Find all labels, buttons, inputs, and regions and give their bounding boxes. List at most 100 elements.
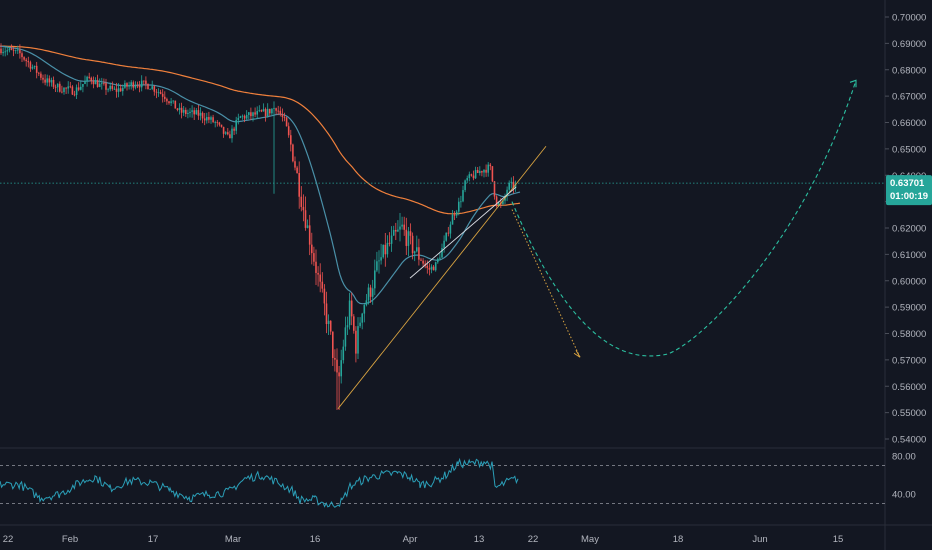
candle-body xyxy=(21,53,23,58)
candle-body xyxy=(489,164,492,167)
candle-body xyxy=(178,107,181,110)
candle-body xyxy=(476,170,479,173)
candle-body xyxy=(325,303,328,325)
candle-body xyxy=(308,225,311,245)
candle-body xyxy=(86,76,88,81)
candle-body xyxy=(119,88,122,92)
candle-body xyxy=(340,360,342,377)
candle-body xyxy=(153,86,156,92)
candle-body xyxy=(306,225,309,228)
candle-body xyxy=(256,111,258,115)
candle-body xyxy=(71,86,74,95)
candle-body xyxy=(260,110,263,112)
price-tick-label: 0.66000 xyxy=(892,118,926,129)
price-tick-label: 0.65000 xyxy=(892,144,926,155)
candle-body xyxy=(258,110,261,112)
price-tick-label: 0.60000 xyxy=(892,276,926,287)
candle-body xyxy=(327,320,330,325)
candle-body xyxy=(111,85,114,89)
candle-body xyxy=(12,49,15,51)
candle-body xyxy=(126,83,128,87)
candle-body xyxy=(42,77,44,80)
candle-body xyxy=(451,214,454,225)
candle-body xyxy=(300,196,303,207)
time-tick-label: 22 xyxy=(528,534,539,545)
price-tick-label: 0.54000 xyxy=(892,435,926,446)
slow-moving-average-line xyxy=(0,45,521,215)
candle-body xyxy=(250,112,252,117)
candle-body xyxy=(193,110,195,115)
candle-body xyxy=(216,121,219,123)
candle-body xyxy=(449,224,452,234)
candle-body xyxy=(342,346,345,361)
projection-curve-arrowhead xyxy=(849,79,857,88)
candle-body xyxy=(138,85,141,88)
candle-body xyxy=(497,202,500,206)
candle-body xyxy=(462,190,464,202)
candle-body xyxy=(54,86,57,88)
candle-countdown: 01:00:19 xyxy=(890,191,928,202)
candle-body xyxy=(313,253,315,262)
candle-body xyxy=(277,110,279,112)
candle-body xyxy=(296,167,298,174)
candle-body xyxy=(443,240,445,249)
time-tick-label: 13 xyxy=(474,534,485,545)
candle-body xyxy=(384,244,387,255)
candle-body xyxy=(147,84,149,90)
price-tick-label: 0.61000 xyxy=(892,250,926,261)
candle-body xyxy=(506,189,508,196)
candle-body xyxy=(481,171,483,173)
candle-body xyxy=(453,214,456,216)
candle-body xyxy=(172,100,174,102)
candle-body xyxy=(56,83,59,88)
candle-body xyxy=(254,112,256,115)
time-tick-label: 18 xyxy=(673,534,684,545)
candle-body xyxy=(176,108,179,110)
candle-body xyxy=(0,48,2,54)
candle-body xyxy=(386,242,389,255)
candle-body xyxy=(369,287,372,297)
candle-body xyxy=(338,372,340,377)
candle-body xyxy=(88,76,90,78)
candle-body xyxy=(229,134,231,139)
time-tick-label: 22 xyxy=(3,534,14,545)
rsi-tick-label: 80.00 xyxy=(892,452,916,463)
candle-body xyxy=(218,122,221,125)
time-tick-label: 16 xyxy=(310,534,321,545)
candle-body xyxy=(25,59,27,62)
candle-body xyxy=(434,262,437,271)
candle-body xyxy=(222,126,225,134)
candle-body xyxy=(4,51,6,53)
candle-body xyxy=(399,226,401,230)
candle-body xyxy=(281,114,284,117)
candle-body xyxy=(94,80,97,85)
candle-body xyxy=(69,86,72,88)
price-tick-label: 0.62000 xyxy=(892,224,926,235)
candle-body xyxy=(350,300,353,317)
candle-body xyxy=(105,83,107,90)
candle-body xyxy=(321,281,324,289)
current-price-badge xyxy=(886,175,932,206)
candle-body xyxy=(294,161,296,168)
candle-body xyxy=(231,128,233,139)
candle-body xyxy=(237,117,240,121)
rising-trendline xyxy=(337,145,547,409)
candle-body xyxy=(113,88,116,90)
time-tick-label: Mar xyxy=(225,534,241,545)
candle-body xyxy=(77,87,80,90)
candle-body xyxy=(283,116,286,118)
candle-body xyxy=(210,117,212,120)
candle-body xyxy=(2,51,4,54)
candle-body xyxy=(27,61,30,63)
candle-body xyxy=(279,110,282,115)
candle-body xyxy=(298,173,300,197)
candle-body xyxy=(166,98,168,102)
candle-body xyxy=(44,79,46,83)
candle-body xyxy=(363,305,366,314)
candle-body xyxy=(35,65,38,73)
projection-down-arrowhead xyxy=(573,349,581,358)
candle-body xyxy=(344,327,347,347)
candle-body xyxy=(357,326,359,354)
